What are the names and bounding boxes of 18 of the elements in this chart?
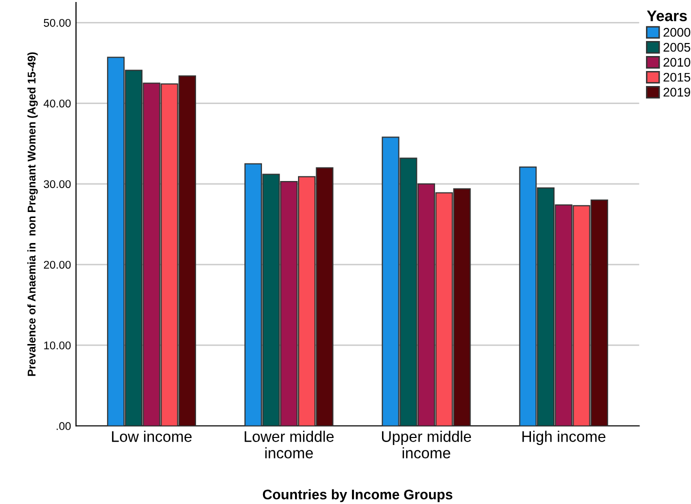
y-tick-label: 30.00 [44,180,71,188]
y-tick-label: 20.00 [44,260,71,269]
x-axis-title: Countries by Income Groups [262,489,452,502]
legend-title: Years [646,10,687,22]
y-tick-label: 40.00 [44,100,71,108]
y-tick-label: .00 [56,422,71,430]
legend-label: 2019 [664,88,690,97]
x-tick-label: Low income [112,430,192,442]
x-tick-label: High income [522,430,606,445]
x-tick-label: Upper middle income [382,430,472,458]
legend-label: 2010 [664,58,690,67]
y-axis-title: Prevalence of Anaemia in non Pregnant Women (Aged 15-49) [27,52,38,376]
legend-label: 2005 [664,42,690,52]
legend-label: 2000 [664,28,690,37]
x-tick-label: Lower middle income [244,430,334,458]
y-tick-label: 50.00 [44,18,71,27]
legend-label: 2015 [664,72,690,82]
y-tick-label: 10.00 [44,342,71,350]
